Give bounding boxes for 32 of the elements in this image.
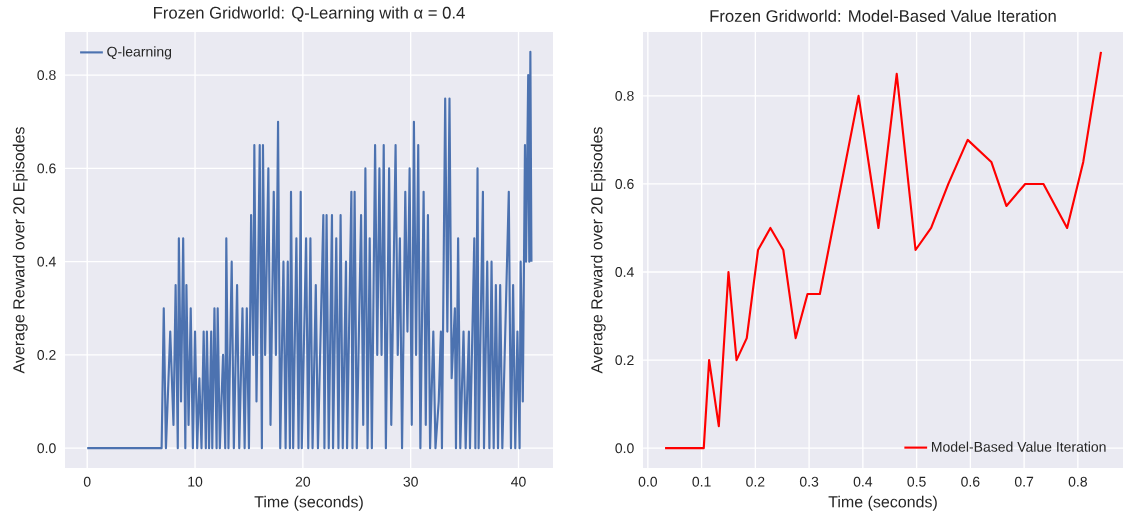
x-tick-label: 0.7	[1014, 476, 1034, 487]
y-axis-title: Average Reward over 20 Episodes	[590, 127, 606, 374]
y-tick-label: 0.8	[37, 70, 56, 81]
x-tick-label: 0.2	[746, 476, 765, 487]
legend-label: Q-learning	[107, 46, 172, 60]
x-tick-label: 0.1	[692, 476, 711, 487]
x-axis-title: Time (seconds)	[828, 495, 937, 511]
x-tick-label: 0.0	[638, 476, 658, 487]
y-tick-label: 0.0	[37, 443, 56, 454]
y-tick-label: 0.4	[615, 267, 634, 277]
x-tick-label: 0.8	[1068, 476, 1087, 487]
x-tick-label: 0.4	[853, 476, 873, 487]
y-tick-label: 0.2	[37, 349, 56, 360]
x-tick-label: 20	[295, 476, 311, 487]
legend-label: Model-Based Value Iteration	[932, 441, 1106, 452]
y-tick-label: 0.4	[37, 256, 56, 267]
x-tick-label: 30	[403, 476, 418, 487]
x-tick-label: 40	[511, 476, 526, 487]
x-tick-label: 0.3	[799, 476, 819, 487]
x-tick-label: 10	[188, 476, 203, 487]
y-tick-label: 0.6	[615, 179, 634, 189]
y-axis-title: Average Reward over 20 Episodes	[12, 127, 28, 374]
x-tick-label: 0.6	[961, 476, 980, 487]
y-tick-label: 0.8	[615, 90, 634, 101]
chart-title: Frozen Gridworld: Model-Based Value Iteration	[710, 9, 1056, 22]
x-tick-label: 0	[83, 476, 91, 487]
x-axis-title: Time (seconds)	[254, 495, 363, 511]
y-tick-label: 0.0	[615, 443, 634, 454]
x-tick-label: 0.5	[907, 476, 926, 487]
y-tick-label: 0.2	[615, 355, 634, 366]
y-tick-label: 0.6	[37, 163, 56, 174]
chart-title: Frozen Gridworld: Q-Learning with α = 0.4	[154, 6, 465, 22]
